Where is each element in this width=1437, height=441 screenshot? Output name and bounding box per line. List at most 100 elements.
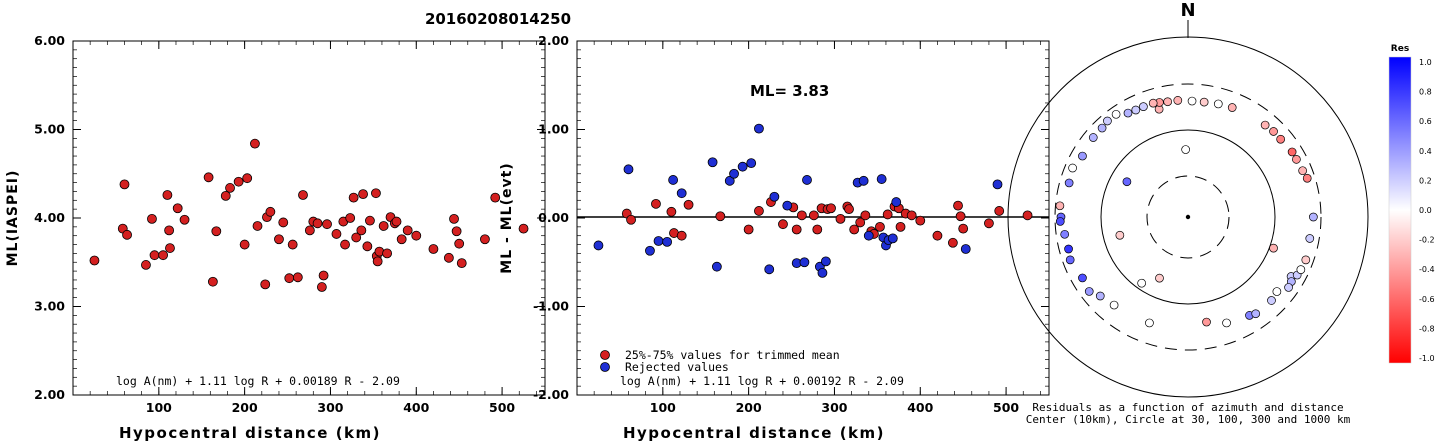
p2-data-point-series-0	[958, 223, 969, 234]
p1-data-point	[396, 234, 407, 245]
polar-station-point	[1097, 123, 1107, 133]
colorbar-tick-label: -0.2	[1419, 236, 1435, 245]
polar-station-point	[1296, 265, 1306, 274]
legend-marker-trimmed	[600, 350, 610, 360]
polar-station-point	[1115, 230, 1125, 240]
colorbar-tick-label: 0.4	[1419, 147, 1432, 156]
p2-data-point-series-0	[849, 224, 860, 235]
p1-data-point	[345, 213, 356, 223]
p2-data-point-series-0	[791, 224, 802, 235]
polar-station-point	[1276, 134, 1286, 144]
p1-data-point	[411, 230, 422, 241]
colorbar-gradient	[1388, 56, 1412, 364]
p1-data-point	[356, 225, 367, 236]
p2-y-tick-label: -2.00	[533, 387, 569, 402]
p2-data-point-series-0	[860, 210, 871, 221]
polar-station-point	[1199, 97, 1209, 107]
p1-data-point	[220, 190, 231, 201]
magnitude-plot-frame	[72, 40, 546, 396]
polar-station-point	[1078, 151, 1087, 161]
p2-data-point-series-1	[623, 164, 634, 175]
p1-data-point	[149, 250, 160, 261]
colorbar-tick-label: -0.8	[1419, 324, 1435, 333]
p2-data-point-series-0	[626, 214, 636, 225]
p1-data-point	[242, 173, 253, 184]
p1-data-point	[351, 232, 362, 243]
colorbar-tick-label: -0.6	[1419, 295, 1435, 304]
p1-data-point	[298, 190, 308, 200]
p2-data-point-series-1	[820, 256, 831, 267]
ring-100km	[1100, 129, 1276, 305]
p1-data-point	[480, 234, 490, 245]
p2-data-point-series-0	[984, 218, 994, 229]
polar-station-point	[1202, 317, 1211, 327]
polar-station-point	[1084, 287, 1094, 296]
p2-x-tick-label: 500	[993, 400, 1019, 415]
residual-y-ticks: -2.00 -1.00 0.00 1.00 2.00	[533, 33, 1049, 402]
p1-data-point	[292, 272, 303, 283]
p1-data-point	[250, 138, 260, 149]
p2-data-point-series-0	[955, 211, 966, 222]
ring-1000km	[1007, 36, 1369, 398]
residual-formula: log A(nm) + 1.11 log R + 0.00192 R - 2.0…	[620, 374, 904, 388]
magnitude-y-axis-label: ML(IASPEI)	[5, 170, 21, 267]
p1-data-point	[172, 203, 183, 214]
p1-x-tick-label: 300	[317, 400, 343, 415]
p1-data-point	[451, 226, 462, 237]
p1-data-point	[260, 279, 271, 290]
p2-data-point-series-0	[651, 198, 661, 209]
p2-data-point-series-1	[876, 174, 887, 184]
p1-data-point	[89, 255, 100, 266]
p2-y-tick-label: 1.00	[538, 122, 569, 137]
p2-data-point-series-1	[863, 230, 874, 241]
polar-station-point	[1269, 243, 1278, 253]
polar-station-point	[1272, 287, 1282, 296]
polar-station-point	[1060, 229, 1070, 239]
polar-station-point	[1292, 155, 1301, 164]
p1-y-tick-label: 6.00	[34, 33, 65, 48]
polar-caption-line1: Residuals as a function of azimuth and d…	[1032, 401, 1343, 414]
p2-data-point-series-1	[737, 161, 748, 172]
legend: 25%-75% values for trimmed mean Rejected…	[600, 348, 840, 374]
p1-data-point	[179, 214, 190, 225]
colorbar-ticks: 1.0 0.8 0.6 0.4 0.2 0.0 -0.2 -0.4 -0.6 -0.8 -1.0	[1419, 58, 1435, 363]
polar-station-point	[1131, 105, 1141, 115]
p2-data-point-series-0	[778, 219, 788, 230]
p1-data-point	[402, 225, 413, 236]
polar-station-point	[1103, 116, 1112, 126]
p2-data-point-series-1	[653, 236, 664, 246]
p2-data-point-series-0	[875, 221, 885, 232]
p1-data-point	[265, 206, 276, 217]
polar-station-point	[1163, 97, 1173, 107]
p2-x-tick-label: 400	[907, 400, 933, 415]
p2-data-point-series-0	[844, 204, 854, 215]
magnitude-points	[89, 138, 529, 292]
colorbar-tick-label: 0.6	[1419, 117, 1432, 126]
p1-data-point	[119, 179, 130, 190]
p2-data-point-series-1	[802, 175, 812, 185]
polar-station-point	[1139, 102, 1148, 111]
p1-data-point	[382, 248, 392, 259]
polar-station-point	[1065, 255, 1075, 265]
polar-station-point	[1267, 296, 1276, 305]
p1-x-tick-label: 400	[403, 400, 429, 415]
p1-data-point	[449, 213, 459, 224]
p1-x-tick-label: 200	[232, 400, 258, 415]
p2-x-tick-label: 100	[650, 400, 676, 415]
legend-marker-rejected	[600, 362, 610, 372]
p2-data-point-series-1	[676, 188, 687, 199]
p2-data-point-series-1	[769, 191, 780, 202]
p2-data-point-series-1	[887, 233, 898, 244]
p2-data-point-series-1	[764, 264, 775, 275]
p1-data-point	[378, 221, 389, 231]
p2-data-point-series-0	[895, 221, 906, 232]
p1-y-tick-label: 5.00	[34, 122, 65, 137]
p2-data-point-series-0	[994, 206, 1005, 216]
p2-data-point-series-0	[666, 206, 677, 217]
p2-data-point-series-0	[812, 224, 823, 235]
p2-x-tick-label: 200	[736, 400, 762, 415]
polar-station-point	[1187, 96, 1197, 106]
p2-data-point-series-0	[906, 210, 917, 221]
p2-data-point-series-0	[882, 209, 893, 220]
p2-x-tick-label: 300	[821, 400, 847, 415]
